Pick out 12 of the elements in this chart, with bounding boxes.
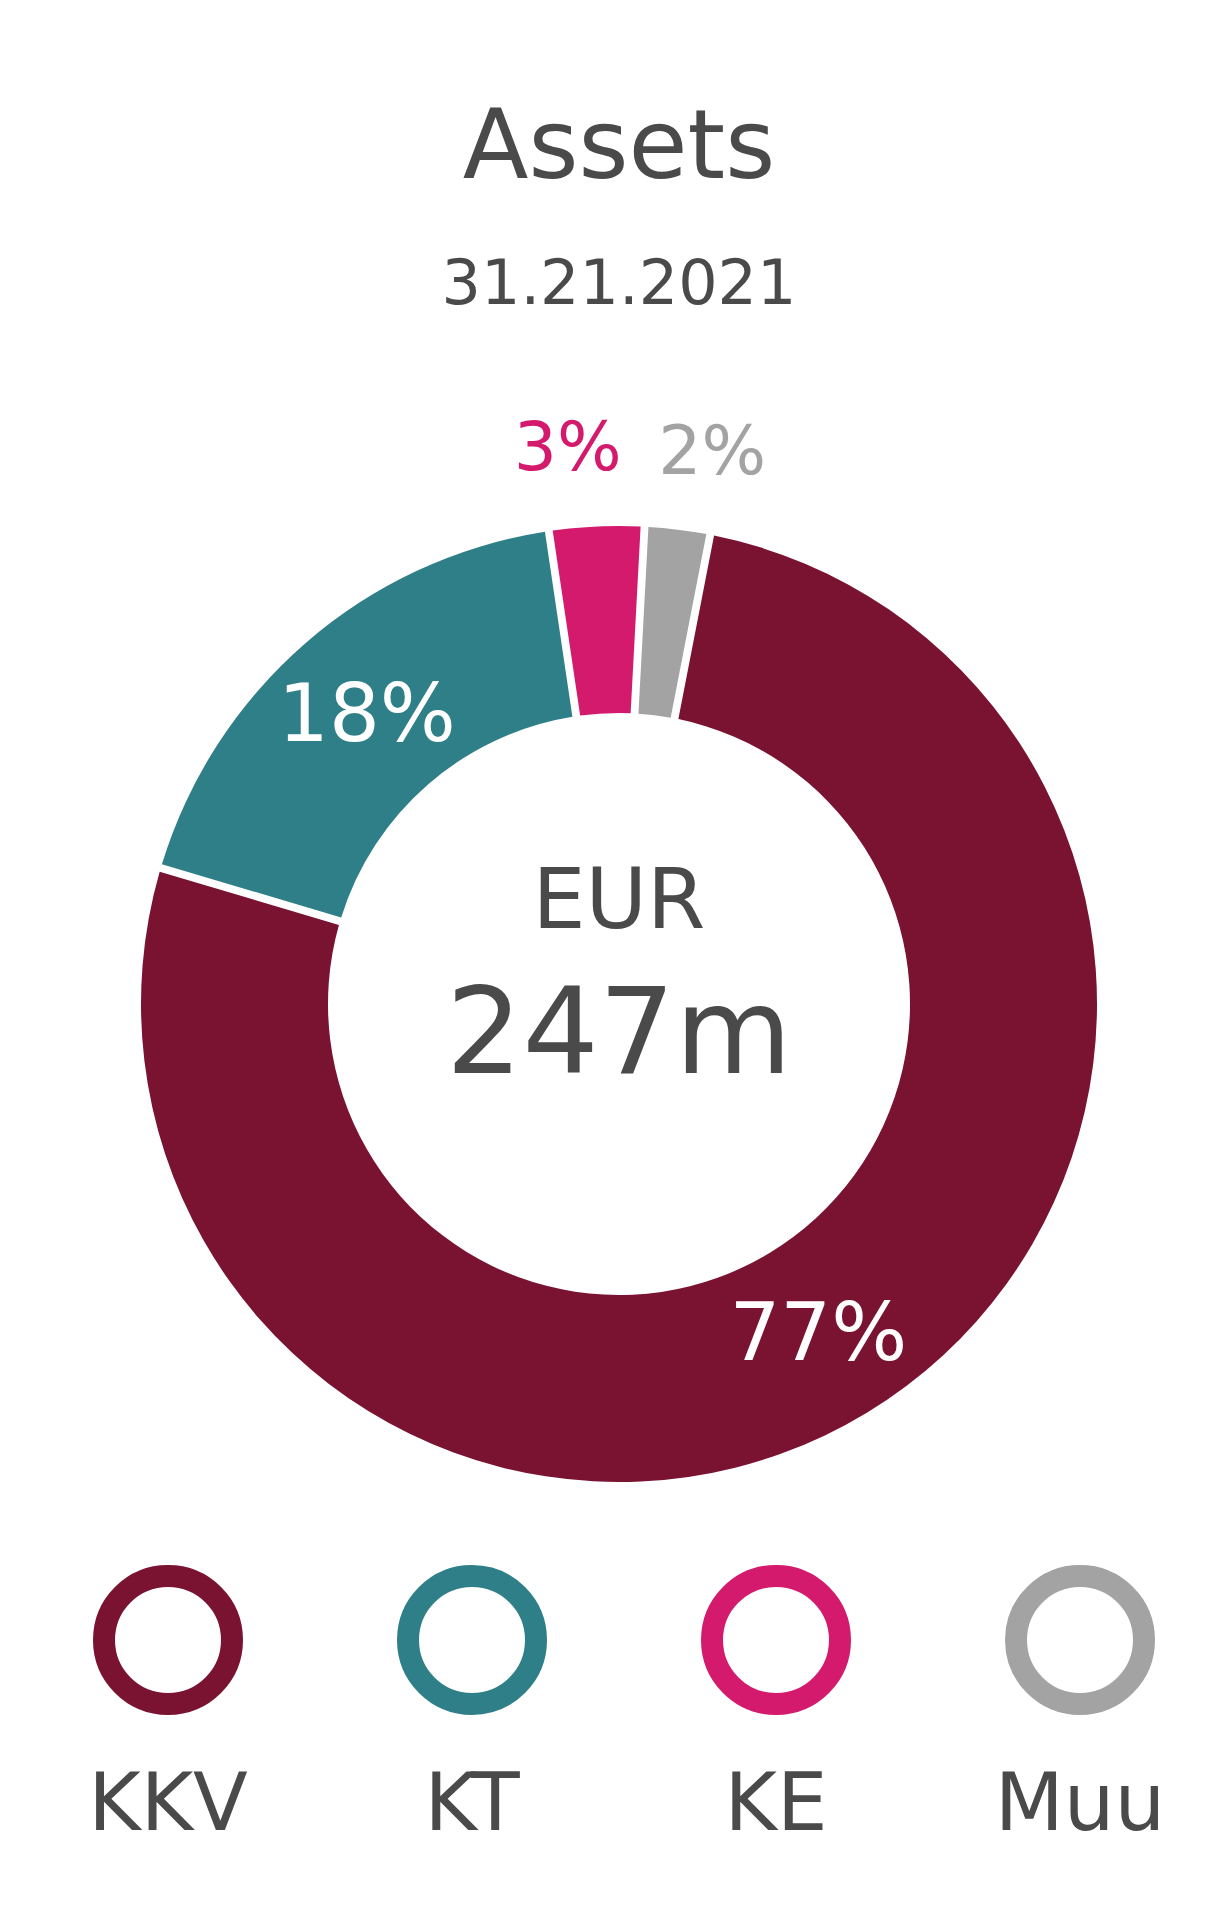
legend-label: KT xyxy=(424,1756,521,1849)
chart-subtitle: 31.21.2021 xyxy=(441,246,797,319)
text: 247m xyxy=(446,962,792,1101)
legend-label: KE xyxy=(724,1756,828,1849)
text: EUR xyxy=(532,850,706,948)
legend-label: Muu xyxy=(994,1756,1166,1849)
data-label: 18% xyxy=(278,667,456,761)
chart-title: Assets xyxy=(462,89,776,201)
data-label: 2% xyxy=(658,410,767,490)
data-label: 77% xyxy=(729,1286,908,1380)
legend-label: KKV xyxy=(88,1756,249,1849)
data-label: 3% xyxy=(513,407,622,487)
